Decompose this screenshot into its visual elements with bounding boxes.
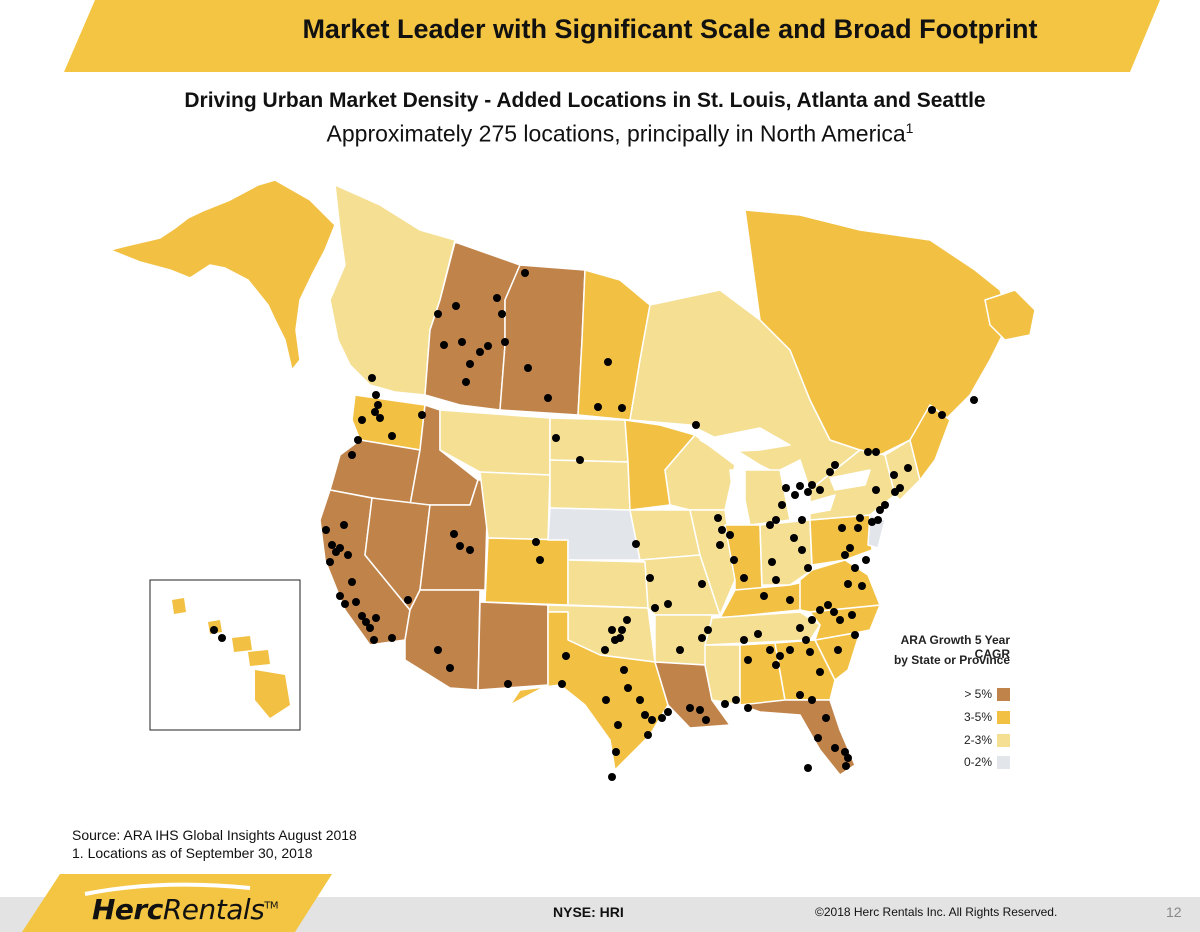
herc-rentals-logo: HercRentalsTM: [92, 893, 279, 926]
locations-summary: Approximately 275 locations, principally…: [326, 120, 914, 147]
region-quebec-atlantic: [744, 209, 1011, 456]
legend-swatch: [997, 688, 1010, 701]
region-alaska: [109, 179, 336, 371]
footnote-line: 1. Locations as of September 30, 2018: [72, 845, 313, 861]
region-virginia: [799, 559, 881, 613]
legend-label: 2-3%: [963, 733, 992, 747]
legend-swatch: [997, 734, 1010, 747]
region-pennsylvania: [809, 514, 873, 566]
region-florida: [739, 699, 856, 776]
slide-subtitle: Driving Urban Market Density - Added Loc…: [184, 89, 986, 112]
stock-ticker: NYSE: HRI: [553, 904, 624, 920]
region-wyoming: [479, 471, 551, 541]
region-maine: [909, 404, 951, 481]
region-texas: [509, 611, 669, 771]
copyright: ©2018 Herc Rentals Inc. All Rights Reser…: [815, 905, 1058, 919]
page-number: 12: [1166, 904, 1182, 920]
legend-item-2-3: 2-3%: [900, 733, 1030, 749]
region-saskatchewan: [499, 264, 586, 416]
legend-title-line2: by State or Province: [893, 653, 1010, 667]
region-tennessee: [704, 611, 821, 646]
north-america-map: [109, 179, 1036, 781]
hawaii-inset: [149, 579, 301, 731]
legend-title-line1: ARA Growth 5 Year CAGR: [900, 633, 1010, 661]
region-kansas: [567, 559, 649, 609]
region-iowa: [629, 509, 701, 561]
legend-label: 0-2%: [963, 755, 992, 769]
source-line: Source: ARA IHS Global Insights August 2…: [72, 827, 357, 843]
legend-item-0-2: 0-2%: [900, 755, 1030, 771]
region-south-dakota: [549, 459, 631, 511]
title-banner: [64, 0, 1160, 72]
legend-label: 3-5%: [963, 710, 992, 724]
region-colorado: [484, 537, 569, 606]
slide-title: Market Leader with Significant Scale and…: [302, 14, 1038, 44]
region-new-mexico: [477, 601, 549, 691]
region-newfoundland: [984, 289, 1036, 341]
legend-item-gt5: > 5%: [900, 687, 1030, 703]
legend-swatch: [997, 756, 1010, 769]
region-new-england: [884, 439, 921, 501]
logo-background: [22, 874, 332, 932]
region-north-dakota: [549, 417, 629, 463]
region-michigan: [739, 469, 791, 526]
legend-item-3-5: 3-5%: [900, 710, 1030, 726]
source-notes: Source: ARA IHS Global Insights August 2…: [72, 826, 357, 862]
region-illinois: [689, 509, 736, 616]
legend-label: > 5%: [964, 687, 992, 701]
legend-swatch: [997, 711, 1010, 724]
footnote-mark: 1: [905, 120, 914, 136]
region-arizona: [404, 589, 481, 691]
location-dots: [210, 269, 978, 781]
region-bc-yukon: [329, 184, 456, 396]
